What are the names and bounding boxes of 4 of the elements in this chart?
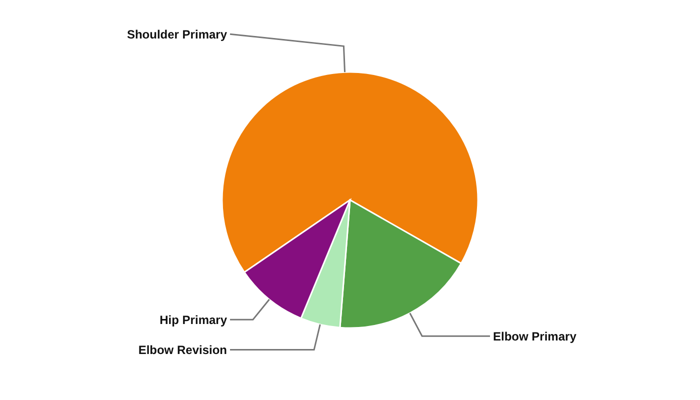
slice-label: Elbow Primary bbox=[493, 329, 577, 344]
slice-label: Shoulder Primary bbox=[126, 27, 228, 42]
slice-label: Hip Primary bbox=[160, 312, 228, 327]
slice-label: Elbow Revision bbox=[138, 342, 227, 357]
